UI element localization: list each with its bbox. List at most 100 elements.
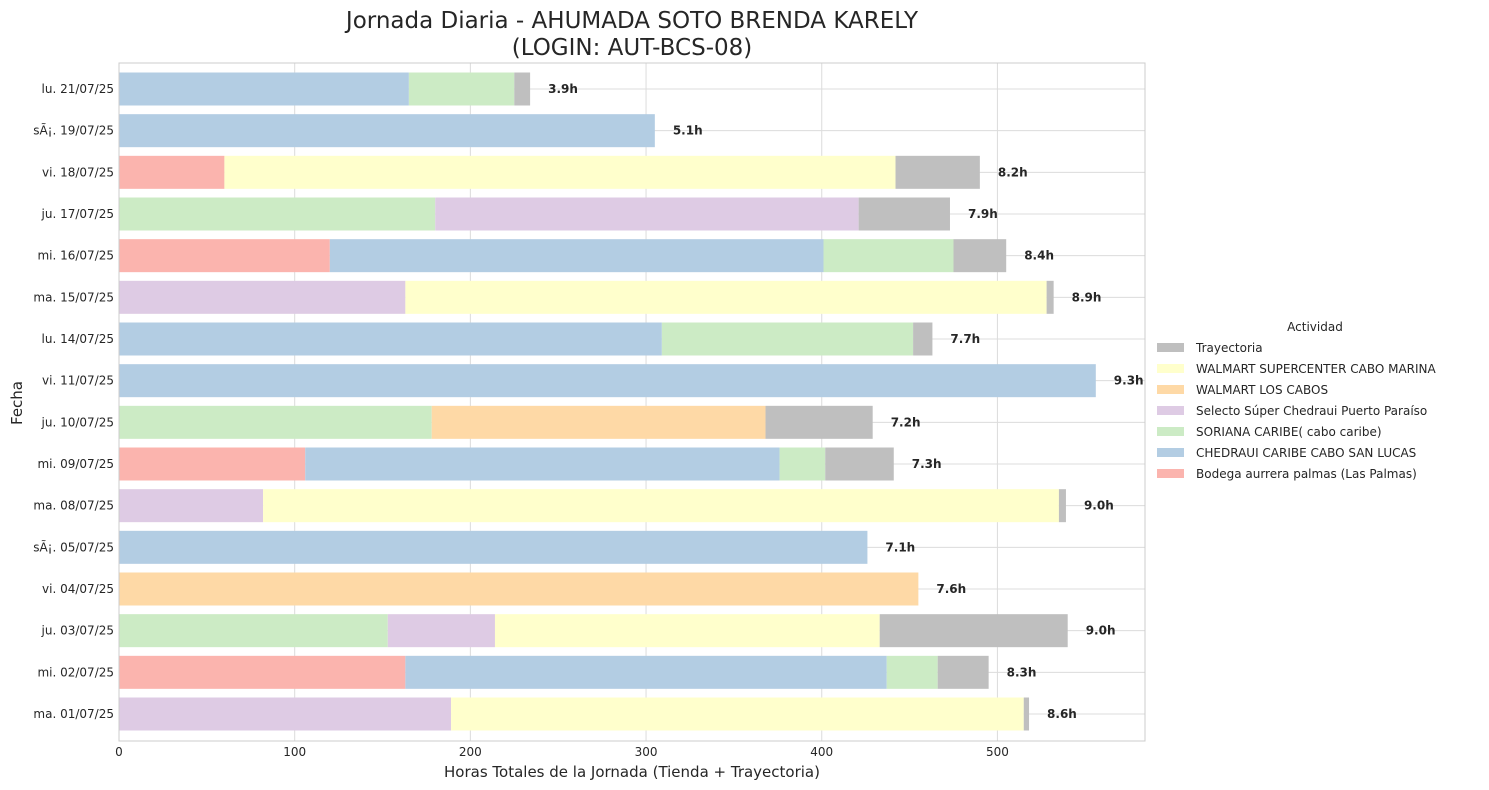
bar-total-label: 7.7h [950, 332, 980, 346]
legend-entry: Bodega aurrera palmas (Las Palmas) [1196, 467, 1417, 481]
bar-segment [224, 155, 896, 189]
legend-swatch [1157, 364, 1184, 373]
bar-segment [913, 322, 933, 356]
x-tick-label: 500 [986, 745, 1009, 759]
bar-segment [825, 447, 894, 481]
legend: Actividad Trayectoria WALMART SUPERCENTER… [1157, 320, 1437, 481]
y-tick-label: ma. 01/07/25 [33, 707, 114, 721]
legend-swatch [1157, 469, 1184, 478]
bar-segment [886, 655, 938, 689]
bar-total-label: 8.2h [998, 165, 1028, 179]
bar-segment [119, 697, 452, 731]
bar-segment [119, 322, 662, 356]
bar-segment [387, 614, 495, 648]
y-tick-label: mi. 09/07/25 [37, 457, 114, 471]
bar-total-label: 7.2h [891, 415, 921, 429]
bar-total-label: 8.6h [1047, 707, 1077, 721]
bar-segment [895, 155, 980, 189]
bar-segment [661, 322, 914, 356]
bar-total-label: 8.4h [1024, 249, 1054, 263]
bar-total-label: 9.0h [1086, 624, 1116, 638]
bar-segment [119, 72, 409, 106]
bar-total-label: 9.0h [1084, 499, 1114, 513]
bar-segment [119, 614, 388, 648]
y-tick-label: vi. 18/07/25 [42, 165, 114, 179]
y-tick-label: sÃ¡. 19/07/25 [33, 123, 114, 138]
bar-segment [953, 239, 1007, 273]
bar-total-label: 7.6h [936, 582, 966, 596]
legend-swatch [1157, 385, 1184, 394]
bar-segment [119, 655, 406, 689]
y-tick-label: mi. 16/07/25 [37, 249, 114, 263]
bar-segment [119, 405, 432, 439]
bar-segment [494, 614, 880, 648]
x-tick-label: 0 [115, 745, 123, 759]
chart-subtitle: (LOGIN: AUT-BCS-08) [512, 35, 753, 61]
bar-segment [119, 114, 655, 148]
bar-segment [408, 72, 515, 106]
legend-entry: Selecto Súper Chedraui Puerto Paraíso [1196, 404, 1427, 418]
bar-segment [305, 447, 780, 481]
legend-title: Actividad [1287, 320, 1343, 334]
bar-segment [937, 655, 989, 689]
bar-segment [119, 364, 1096, 398]
value-labels: 3.9h 5.1h 8.2h 7.9h 8.4h 8.9h 7.7h 9.3h 7.2h 7.3h… [548, 82, 1144, 721]
bar-segment [119, 239, 330, 273]
bar-segment [765, 405, 873, 439]
bar-segment [405, 280, 1047, 314]
plot-frame [118, 62, 1146, 742]
bar-segment [823, 239, 954, 273]
x-tick-label: 300 [635, 745, 658, 759]
bars [119, 72, 1096, 731]
bar-segment [435, 197, 859, 231]
chart-title: Jornada Diaria - AHUMADA SOTO BRENDA KAR… [344, 8, 919, 34]
bar-segment [119, 572, 919, 606]
bar-segment [119, 489, 264, 523]
bar-segment [119, 197, 436, 231]
y-tick-label: ju. 10/07/25 [41, 415, 114, 429]
bar-segment [514, 72, 531, 106]
legend-entry: CHEDRAUI CARIBE CABO SAN LUCAS [1196, 446, 1416, 460]
bar-total-label: 7.9h [968, 207, 998, 221]
y-tick-label: sÃ¡. 05/07/25 [33, 539, 114, 554]
bar-segment [779, 447, 826, 481]
x-tick-label: 400 [810, 745, 833, 759]
x-tick-label: 100 [283, 745, 306, 759]
y-tick-label: vi. 04/07/25 [42, 582, 114, 596]
y-tick-label: lu. 21/07/25 [42, 82, 114, 96]
bar-segment [119, 155, 225, 189]
y-axis-label: Fecha [8, 381, 26, 425]
legend-swatch [1157, 343, 1184, 352]
bar-total-label: 9.3h [1114, 374, 1144, 388]
y-tick-label: mi. 02/07/25 [37, 665, 114, 679]
y-tick-label: ju. 03/07/25 [41, 624, 114, 638]
bar-segment [431, 405, 766, 439]
bar-segment [879, 614, 1068, 648]
bar-total-label: 7.3h [912, 457, 942, 471]
axis-ticks: 0 100 200 300 400 500 lu. 21/07/25 sÃ¡. 19/07/2… [33, 82, 1009, 759]
bar-total-label: 3.9h [548, 82, 578, 96]
legend-entry: Trayectoria [1195, 341, 1263, 355]
bar-total-label: 7.1h [885, 540, 915, 554]
x-tick-label: 200 [459, 745, 482, 759]
y-tick-label: ju. 17/07/25 [41, 207, 114, 221]
bar-total-label: 5.1h [673, 124, 703, 138]
y-tick-label: ma. 08/07/25 [33, 499, 114, 513]
legend-entry: WALMART LOS CABOS [1196, 383, 1328, 397]
bar-segment [1023, 697, 1030, 731]
y-tick-label: vi. 11/07/25 [42, 374, 114, 388]
bar-segment [119, 530, 868, 564]
bar-segment [451, 697, 1024, 731]
legend-entry: WALMART SUPERCENTER CABO MARINA [1196, 362, 1437, 376]
legend-entry: SORIANA CARIBE( cabo caribe) [1196, 425, 1382, 439]
bar-total-label: 8.3h [1007, 665, 1037, 679]
bar-total-label: 8.9h [1072, 290, 1102, 304]
bar-segment [119, 447, 306, 481]
bar-segment [1058, 489, 1066, 523]
y-tick-label: ma. 15/07/25 [33, 290, 114, 304]
bar-segment [263, 489, 1059, 523]
bar-segment [1046, 280, 1054, 314]
bar-segment [405, 655, 887, 689]
